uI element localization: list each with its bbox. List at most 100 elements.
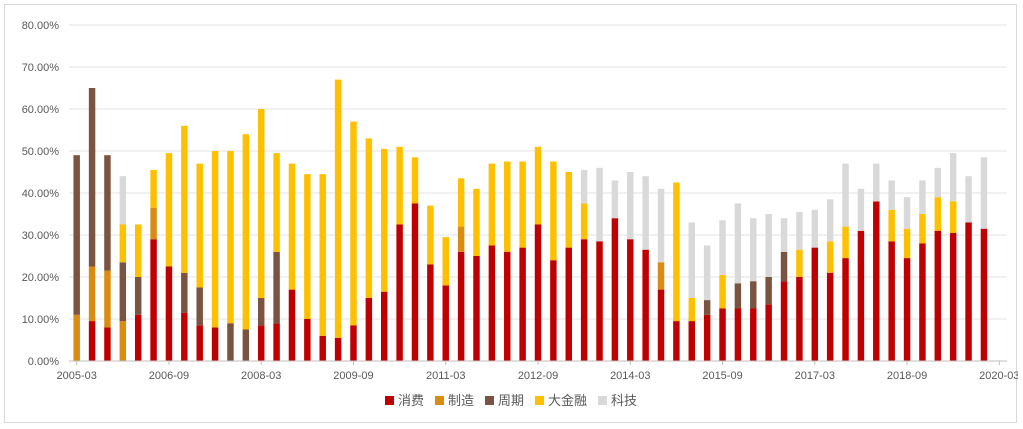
bar-segment xyxy=(550,161,557,261)
y-tick-label: 70.00% xyxy=(22,62,60,74)
y-tick-label: 50.00% xyxy=(22,146,60,158)
bar-segment xyxy=(750,218,757,282)
legend-item: 消费 xyxy=(385,393,424,408)
x-tick-label: 2011-03 xyxy=(426,370,466,382)
bar-segment xyxy=(334,337,342,361)
bar-segment xyxy=(550,260,557,361)
bar-segment xyxy=(350,121,357,326)
bar-segment xyxy=(949,232,957,361)
bar-segment xyxy=(580,239,588,361)
bar-segment xyxy=(181,272,188,313)
stacked-bar-chart: 0.00% 10.00% 20.00% 30.00% 40.00% 50.00% 60.00… xyxy=(22,20,1020,408)
legend: 消费 制造 周期 大金融 科技 xyxy=(385,393,637,408)
bar-segment xyxy=(119,321,127,361)
bar-segment xyxy=(457,226,465,252)
bar-segment xyxy=(796,211,803,250)
bar-segment xyxy=(165,153,173,267)
bar-segment xyxy=(457,251,465,361)
bar-segment xyxy=(473,188,480,256)
legend-label: 周期 xyxy=(498,393,524,408)
bar-segment xyxy=(796,277,803,361)
bar-segment xyxy=(273,323,280,361)
legend-swatch xyxy=(385,396,394,405)
legend-item: 周期 xyxy=(485,393,524,408)
bar-segment xyxy=(750,281,757,309)
bar-segment xyxy=(734,308,742,361)
x-axis-tick-labels: 2005-03 2006-09 2008-03 2009-09 2011-03 2012-… xyxy=(57,361,1019,382)
bar-segment xyxy=(596,241,603,361)
bar-segment xyxy=(273,251,280,324)
bar-segment xyxy=(750,308,757,361)
y-tick-label: 40.00% xyxy=(22,188,60,200)
legend-item: 大金融 xyxy=(535,393,587,408)
bar-segment xyxy=(642,176,649,250)
legend-swatch xyxy=(535,396,544,405)
bar-segment xyxy=(288,163,296,290)
bar-segment xyxy=(119,176,127,225)
bar-segment xyxy=(673,182,680,322)
x-tick-label: 2018-09 xyxy=(887,370,927,382)
bar-segment xyxy=(519,161,526,248)
bar-segment xyxy=(703,300,711,315)
bar-segment xyxy=(765,304,772,361)
y-tick-label: 60.00% xyxy=(22,104,60,116)
bar-segment xyxy=(842,163,849,227)
bar-segment xyxy=(396,224,403,361)
bar-segment xyxy=(949,201,957,233)
bar-segment xyxy=(657,188,665,263)
bar-segment xyxy=(104,270,111,328)
bar-segment xyxy=(903,228,911,259)
bar-segment xyxy=(319,174,326,336)
bar-segment xyxy=(719,220,726,275)
x-tick-label: 2005-03 xyxy=(57,370,97,382)
bar-segment xyxy=(934,230,942,361)
x-tick-label: 2015-09 xyxy=(702,370,742,382)
bar-segment xyxy=(273,153,280,252)
bar-segment xyxy=(88,88,96,267)
y-tick-label: 20.00% xyxy=(22,272,60,284)
bar-segment xyxy=(119,262,127,322)
bar-segment xyxy=(381,148,388,292)
bar-segment xyxy=(73,155,80,315)
bar-segment xyxy=(150,169,157,208)
bar-segment xyxy=(888,209,895,242)
bar-segment xyxy=(780,251,788,282)
bar-segment xyxy=(504,161,511,252)
bar-segment xyxy=(719,308,726,361)
bar-segment xyxy=(104,327,111,361)
bar-segment xyxy=(150,207,157,240)
bar-segment xyxy=(734,283,742,309)
bar-segment xyxy=(211,151,219,328)
bar-segment xyxy=(842,226,849,259)
y-tick-label: 80.00% xyxy=(22,20,60,32)
bar-segment xyxy=(703,245,711,301)
bar-segment xyxy=(657,262,665,290)
bar-segment xyxy=(919,243,926,361)
bar-segment xyxy=(826,272,834,361)
bar-segment xyxy=(903,197,911,229)
bar-segment xyxy=(580,169,588,204)
y-axis-tick-labels: 0.00% 10.00% 20.00% 30.00% 40.00% 50.00% 60.00… xyxy=(22,20,60,368)
bar-segment xyxy=(888,241,895,361)
bar-segment xyxy=(657,289,665,361)
bar-segment xyxy=(765,277,772,305)
bar-segment xyxy=(857,230,865,361)
bar-segment xyxy=(88,321,96,361)
bar-segment xyxy=(227,151,234,324)
bar-segment xyxy=(304,319,311,361)
bar-segment xyxy=(888,180,895,210)
bar-segment xyxy=(427,205,434,265)
bar-segment xyxy=(365,138,373,298)
bar-segment xyxy=(903,258,911,361)
bar-segment xyxy=(811,209,819,248)
chart-frame: 0.00% 10.00% 20.00% 30.00% 40.00% 50.00% 60.00… xyxy=(4,4,1020,423)
bar-segment xyxy=(319,335,326,361)
bar-segment xyxy=(565,247,572,361)
bar-segment xyxy=(980,157,988,229)
bar-segment xyxy=(196,325,203,361)
bar-segment xyxy=(873,163,880,202)
bar-segment xyxy=(88,266,96,322)
bar-segment xyxy=(257,325,265,361)
bar-segment xyxy=(826,199,834,242)
bar-segment xyxy=(826,241,834,273)
